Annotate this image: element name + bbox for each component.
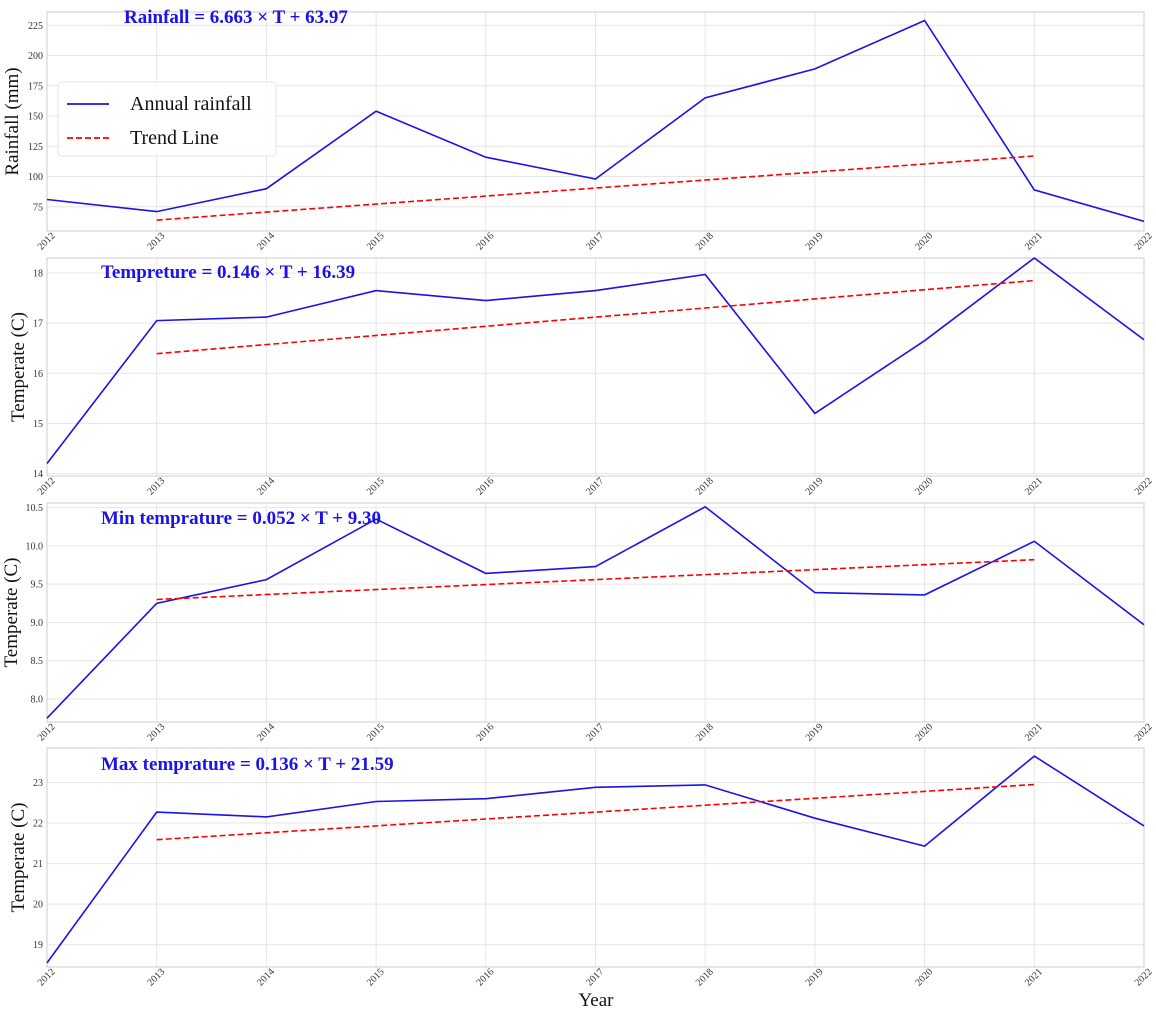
y-tick-label: 100 <box>28 172 43 183</box>
x-tick-label: 2015 <box>365 476 387 498</box>
x-tick-label: 2013 <box>145 231 167 253</box>
y-tick-label: 125 <box>28 142 43 153</box>
x-tick-label: 2020 <box>913 231 935 253</box>
x-tick-label: 2019 <box>804 476 826 498</box>
x-tick-label: 2016 <box>474 967 496 989</box>
y-tick-label: 10.5 <box>26 503 44 514</box>
legend-box <box>57 81 277 157</box>
y-tick-label: 8.0 <box>31 695 44 706</box>
y-tick-label: 18 <box>33 269 43 280</box>
annual-line <box>46 505 1145 719</box>
y-axis-label: Temperate (C) <box>1 558 22 668</box>
x-tick-label: 2020 <box>913 967 935 989</box>
y-tick-label: 10.0 <box>26 541 44 552</box>
x-tick-label: 2014 <box>255 476 277 498</box>
y-tick-label: 19 <box>33 940 43 951</box>
x-tick-label: 2012 <box>36 722 58 744</box>
x-tick-label: 2022 <box>1133 476 1155 498</box>
x-tick-label: 2020 <box>913 722 935 744</box>
y-tick-label: 17 <box>33 319 43 330</box>
legend-trend-label: Trend Line <box>130 127 219 149</box>
y-tick-label: 9.0 <box>31 618 44 629</box>
y-tick-label: 16 <box>33 369 43 380</box>
y-tick-label: 175 <box>28 81 43 92</box>
annual-line <box>46 19 1145 223</box>
x-tick-label: 2012 <box>36 967 58 989</box>
equation-annotation: Rainfall = 6.663 × T + 63.97 <box>124 7 348 28</box>
x-tick-label: 2017 <box>584 967 606 989</box>
x-tick-label: 2014 <box>255 967 277 989</box>
x-tick-label: 2015 <box>365 967 387 989</box>
equation-annotation: Max temprature = 0.136 × T + 21.59 <box>101 754 394 775</box>
x-tick-label: 2016 <box>474 231 496 253</box>
x-tick-label: 2022 <box>1133 231 1155 253</box>
trend-line <box>156 558 1035 601</box>
plot-frame <box>46 257 1145 477</box>
y-tick-label: 15 <box>33 419 43 430</box>
x-tick-label: 2020 <box>913 476 935 498</box>
trend-line <box>156 783 1035 841</box>
y-tick-label: 150 <box>28 112 43 123</box>
x-tick-label: 2021 <box>1023 722 1045 744</box>
panel-3: 2012 2013 2014 2015 2016 2017 2018 2019 2020 2021… <box>1 502 1155 744</box>
y-axis-label: Temperate (C) <box>8 312 29 422</box>
equation-annotation: Min temprature = 0.052 × T + 9.30 <box>101 508 381 529</box>
x-tick-label: 2015 <box>365 722 387 744</box>
plot-frame <box>46 502 1145 723</box>
x-tick-label: 2013 <box>145 476 167 498</box>
x-tick-label: 2021 <box>1023 231 1045 253</box>
x-tick-label: 2016 <box>474 476 496 498</box>
x-tick-label: 2022 <box>1133 967 1155 989</box>
x-tick-label: 2019 <box>804 231 826 253</box>
x-tick-label: 2018 <box>694 722 716 744</box>
panel-2: 2012 2013 2014 2015 2016 2017 2018 2019 2020 2021… <box>8 257 1155 498</box>
y-tick-label: 22 <box>33 819 43 830</box>
x-tick-label: 2017 <box>584 476 606 498</box>
x-tick-label: 2014 <box>255 231 277 253</box>
x-tick-label: 2012 <box>36 231 58 253</box>
y-tick-label: 14 <box>33 469 43 480</box>
plot-frame <box>46 747 1145 968</box>
y-tick-label: 23 <box>33 778 43 789</box>
y-tick-label: 20 <box>33 900 43 911</box>
x-tick-label: 2017 <box>584 231 606 253</box>
trend-line <box>156 279 1035 355</box>
x-tick-label: 2017 <box>584 722 606 744</box>
x-tick-label: 2016 <box>474 722 496 744</box>
x-tick-label: 2018 <box>694 967 716 989</box>
x-tick-label: 2015 <box>365 231 387 253</box>
y-tick-label: 8.5 <box>31 656 44 667</box>
panel-4: 2012 2013 2014 2015 2016 2017 2018 2019 2020 2021… <box>8 747 1155 989</box>
legend: Annual rainfall Trend Line <box>57 81 277 157</box>
x-tick-label: 2022 <box>1133 722 1155 744</box>
x-tick-label: 2021 <box>1023 476 1045 498</box>
x-tick-label: 2019 <box>804 967 826 989</box>
x-tick-label: 2013 <box>145 967 167 989</box>
y-tick-label: 21 <box>33 859 43 870</box>
x-tick-label: 2018 <box>694 476 716 498</box>
y-axis-label: Temperate (C) <box>8 803 29 913</box>
x-tick-label: 2014 <box>255 722 277 744</box>
annual-line <box>46 257 1145 464</box>
x-tick-label: 2018 <box>694 231 716 253</box>
x-tick-label: 2021 <box>1023 967 1045 989</box>
plot-frame <box>46 11 1145 232</box>
y-tick-label: 75 <box>33 202 43 213</box>
legend-annual-label: Annual rainfall <box>130 93 252 115</box>
equation-annotation: Tempreture = 0.146 × T + 16.39 <box>101 262 355 283</box>
y-tick-label: 225 <box>28 21 43 32</box>
x-tick-label: 2013 <box>145 722 167 744</box>
x-axis-label: Year <box>578 990 614 1011</box>
x-tick-label: 2019 <box>804 722 826 744</box>
y-tick-label: 200 <box>28 51 43 62</box>
trend-line <box>156 155 1035 221</box>
y-axis-label: Rainfall (mm) <box>2 67 23 175</box>
y-tick-label: 9.5 <box>31 580 44 591</box>
annual-line <box>46 755 1145 964</box>
